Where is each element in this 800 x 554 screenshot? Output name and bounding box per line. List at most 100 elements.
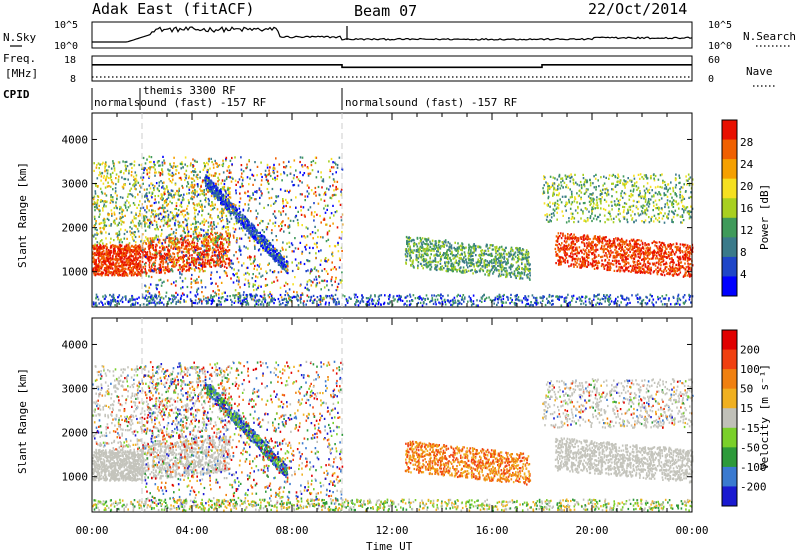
power-cell: [210, 277, 212, 280]
power-cell: [583, 261, 585, 264]
power-cell: [186, 261, 188, 264]
power-cell: [175, 202, 178, 205]
power-cell: [219, 211, 221, 214]
power-cell: [266, 247, 268, 250]
power-cell: [222, 245, 224, 248]
power-cell: [611, 259, 614, 262]
power-cell: [122, 215, 124, 218]
power-cell: [243, 245, 245, 248]
power-cell: [288, 224, 291, 227]
power-cell: [689, 248, 692, 251]
power-cell: [603, 267, 606, 270]
power-cell: [100, 254, 102, 257]
power-cell: [148, 244, 150, 247]
power-cell: [169, 255, 172, 258]
power-cell: [582, 238, 585, 241]
power-cell: [165, 185, 168, 188]
power-cell: [123, 237, 126, 240]
power-cell: [188, 175, 190, 178]
power-cell: [220, 212, 223, 215]
power-cell: [174, 207, 176, 211]
power-cell: [102, 182, 105, 185]
power-cell: [127, 244, 130, 247]
power-cell: [123, 183, 125, 186]
power-cell: [248, 228, 251, 232]
power-cell: [245, 266, 248, 270]
power-cell: [175, 264, 178, 267]
power-cell: [279, 249, 282, 253]
power-cell: [595, 255, 598, 258]
power-cell: [686, 258, 689, 261]
power-cell: [93, 215, 96, 218]
power-cell: [167, 203, 170, 206]
power-cell: [601, 244, 603, 247]
power-cell: [93, 201, 96, 204]
power-cell: [190, 267, 193, 270]
power-cell: [257, 284, 260, 287]
power-cell: [648, 268, 651, 271]
power-cell: [139, 210, 141, 213]
power-cell: [145, 192, 148, 195]
power-cell: [235, 294, 238, 297]
power-cell: [131, 236, 134, 239]
power-cell: [250, 226, 253, 229]
power-cell: [282, 198, 284, 201]
power-cell: [146, 255, 149, 258]
power-cell: [92, 260, 95, 263]
power-cell: [581, 241, 583, 244]
power-cell: [197, 185, 199, 188]
power-cell: [226, 274, 228, 277]
power-cell: [192, 186, 195, 189]
power-cell: [229, 259, 231, 262]
power-cell: [278, 260, 281, 263]
power-cell: [178, 213, 181, 216]
power-cell: [623, 259, 625, 262]
power-cell: [121, 273, 123, 276]
power-cell: [618, 242, 621, 245]
power-cell: [201, 258, 204, 261]
power-cell: [246, 219, 248, 222]
power-cell: [192, 189, 194, 193]
power-cell: [221, 241, 223, 244]
power-cell: [100, 262, 103, 265]
power-cell: [184, 277, 187, 280]
power-cell: [221, 186, 224, 189]
power-cell: [173, 246, 175, 249]
power-cell: [610, 262, 612, 265]
power-cell: [124, 261, 126, 264]
power-cell: [593, 259, 595, 263]
power-cell: [221, 202, 223, 205]
power-cell: [109, 201, 112, 204]
power-cell: [676, 269, 679, 273]
power-cell: [185, 224, 188, 227]
power-cell: [129, 272, 131, 275]
power-cell: [171, 171, 174, 175]
power-cell: [107, 255, 110, 258]
power-cell: [132, 184, 134, 187]
power-cell: [307, 269, 309, 272]
power-cell: [570, 236, 572, 240]
power-cell: [161, 248, 164, 251]
power-cell: [598, 261, 601, 264]
power-cell: [160, 284, 163, 287]
power-cell: [132, 249, 134, 252]
power-cell: [102, 249, 105, 252]
power-cell: [122, 160, 124, 163]
power-cell: [647, 249, 649, 252]
power-cell: [210, 208, 213, 211]
power-cell: [116, 267, 119, 270]
power-cell: [594, 244, 597, 247]
power-cell: [218, 237, 221, 240]
power-cell: [278, 225, 280, 228]
power-cell: [205, 174, 207, 177]
power-cell: [569, 246, 571, 250]
power-cell: [166, 256, 168, 259]
power-cell: [185, 265, 187, 268]
power-cell: [121, 208, 123, 211]
power-cell: [172, 173, 175, 176]
power-cell: [195, 266, 197, 269]
power-cell: [191, 198, 194, 201]
power-cell: [271, 248, 273, 252]
power-cell: [235, 219, 238, 222]
power-cell: [318, 281, 321, 284]
